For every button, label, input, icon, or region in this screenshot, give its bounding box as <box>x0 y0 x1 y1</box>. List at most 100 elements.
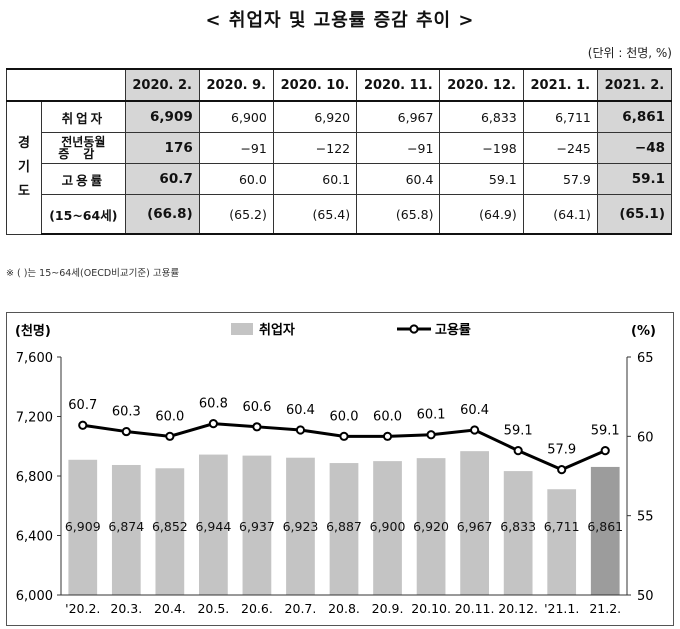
rate-label: 60.0 <box>155 409 184 424</box>
left-tick-label: 6,400 <box>16 530 53 545</box>
right-tick-label: 65 <box>637 351 654 366</box>
table-cell: −48 <box>596 132 673 164</box>
bar-value-label: 6,887 <box>326 519 362 534</box>
col-header: 2020. 11. <box>356 68 441 102</box>
chart-axes: 6,000 6,400 6,800 7,200 7,600 50 55 60 65 (천명) (%)… <box>15 323 656 616</box>
bar-value-label: 6,861 <box>587 519 623 534</box>
line-series: 60.7 60.3 60.0 60.8 60.6 60.4 60.0 60.0 60.1 60.4… <box>68 397 620 475</box>
bar-value-label: 6,852 <box>152 519 188 534</box>
bar-2 <box>155 468 185 595</box>
col-header: 2021. 1. <box>522 68 598 102</box>
table-cell: (65.2) <box>198 194 274 235</box>
bar-12 <box>590 466 620 595</box>
chart-frame: 6,909 6,874 6,852 6,944 6,937 6,923 6,887 6,900… <box>6 312 674 626</box>
legend-line-marker <box>409 324 419 334</box>
table-cell: (65.4) <box>272 194 358 235</box>
x-tick-label: 20.10. <box>411 601 451 616</box>
x-tick-label: 20.12. <box>498 601 538 616</box>
rate-point-5 <box>295 425 306 435</box>
bar-value-label: 6,967 <box>457 519 493 534</box>
rate-label: 60.0 <box>330 409 359 424</box>
region-text: 경기도 <box>18 135 30 199</box>
table-row: (15~64세) (66.8) (65.2) (65.4) (65.8) (64… <box>7 194 673 235</box>
table-cell: 6,711 <box>522 100 598 133</box>
bar-4 <box>242 455 272 595</box>
bar-3 <box>199 454 228 595</box>
right-axis-unit: (%) <box>631 324 656 339</box>
col-header: 2020. 10. <box>272 68 358 102</box>
table-cell: 60.1 <box>272 163 358 195</box>
bar-5 <box>286 457 315 595</box>
rate-label: 60.4 <box>460 403 489 418</box>
x-tick-label: 20.6. <box>241 601 273 616</box>
chart-legend: 취업자 고용률 <box>231 322 471 338</box>
row-label: 고용률 <box>41 163 126 195</box>
rate-label: 59.1 <box>591 424 620 439</box>
row-label-line1: 전년동월 <box>61 135 106 149</box>
table-row: 전년동월 증감 176 −91 −122 −91 −198 −245 −48 <box>7 132 673 164</box>
x-tick-label: 20.5. <box>197 601 229 616</box>
x-tick-label: 20.7. <box>285 601 317 616</box>
bar-value-label: 6,874 <box>108 519 144 534</box>
bar-value-label: 6,944 <box>195 519 231 534</box>
table-cell: 6,861 <box>596 100 673 133</box>
left-tick-label: 6,000 <box>16 589 53 604</box>
rate-label: 59.1 <box>504 424 533 439</box>
bar-value-label: 6,937 <box>239 519 275 534</box>
rate-point-1 <box>121 426 131 437</box>
table-cell: −91 <box>198 132 274 164</box>
table-cell: 176 <box>124 132 200 164</box>
col-header: 2021. 2. <box>596 68 673 102</box>
table-cell: 57.9 <box>522 163 598 195</box>
rate-point-12 <box>600 446 610 456</box>
right-tick-label: 60 <box>637 430 654 445</box>
rate-point-2 <box>165 431 175 441</box>
bar-value-label: 6,909 <box>65 519 101 534</box>
row-label: 전년동월 증감 <box>41 132 126 164</box>
employment-chart: 6,909 6,874 6,852 6,944 6,937 6,923 6,887 6,900… <box>15 322 656 616</box>
rate-label: 60.6 <box>242 400 271 415</box>
row-label-line2: 증감 <box>58 147 109 161</box>
rate-label: 57.9 <box>547 443 576 458</box>
table-cell: −122 <box>272 132 358 164</box>
table-cell: 6,920 <box>272 100 358 133</box>
left-axis-unit: (천명) <box>15 323 51 339</box>
bar-1 <box>111 464 141 595</box>
bar-value-label: 6,923 <box>283 519 319 534</box>
rate-label: 60.8 <box>199 397 228 412</box>
table-cell: −91 <box>356 132 441 164</box>
rate-point-7 <box>382 431 393 441</box>
bar-8 <box>416 458 446 595</box>
legend-line-label: 고용률 <box>435 322 471 338</box>
x-tick-label: 21.2. <box>589 601 621 616</box>
rate-point-9 <box>470 425 480 435</box>
bar-value-label: 6,833 <box>500 519 536 534</box>
table-cell: 6,909 <box>124 100 200 133</box>
page-title: < 취업자 및 고용률 증감 추이 > <box>205 10 475 31</box>
table-cell: 59.1 <box>596 163 673 195</box>
table-cell: (64.1) <box>522 194 598 235</box>
header-blank <box>6 68 126 102</box>
table-cell: (65.8) <box>356 194 441 235</box>
table-cell: −245 <box>522 132 598 164</box>
table-cell: 6,900 <box>198 100 274 133</box>
table-cell: 60.7 <box>124 163 200 195</box>
x-tick-label: 20.4. <box>154 601 186 616</box>
bar-6 <box>329 463 359 595</box>
table-cell: (64.9) <box>439 194 524 235</box>
legend-bar-swatch <box>231 323 253 335</box>
bar-0 <box>68 459 98 595</box>
col-header: 2020. 12. <box>439 68 524 102</box>
col-header: 2020. 9. <box>198 68 274 102</box>
bar-9 <box>460 451 489 595</box>
table-cell: 6,833 <box>439 100 524 133</box>
rate-point-3 <box>208 419 218 429</box>
right-tick-label: 50 <box>637 589 654 604</box>
x-tick-label: 20.8. <box>328 601 360 616</box>
left-tick-label: 7,600 <box>16 351 53 366</box>
x-tick-label: 20.3. <box>110 601 142 616</box>
footnote: ※ ( )는 15~64세(OECD비교기준) 고용률 <box>6 268 180 279</box>
bar-7 <box>373 461 402 595</box>
row-label: (15~64세) <box>41 194 126 235</box>
table-cell: (65.1) <box>596 194 673 235</box>
